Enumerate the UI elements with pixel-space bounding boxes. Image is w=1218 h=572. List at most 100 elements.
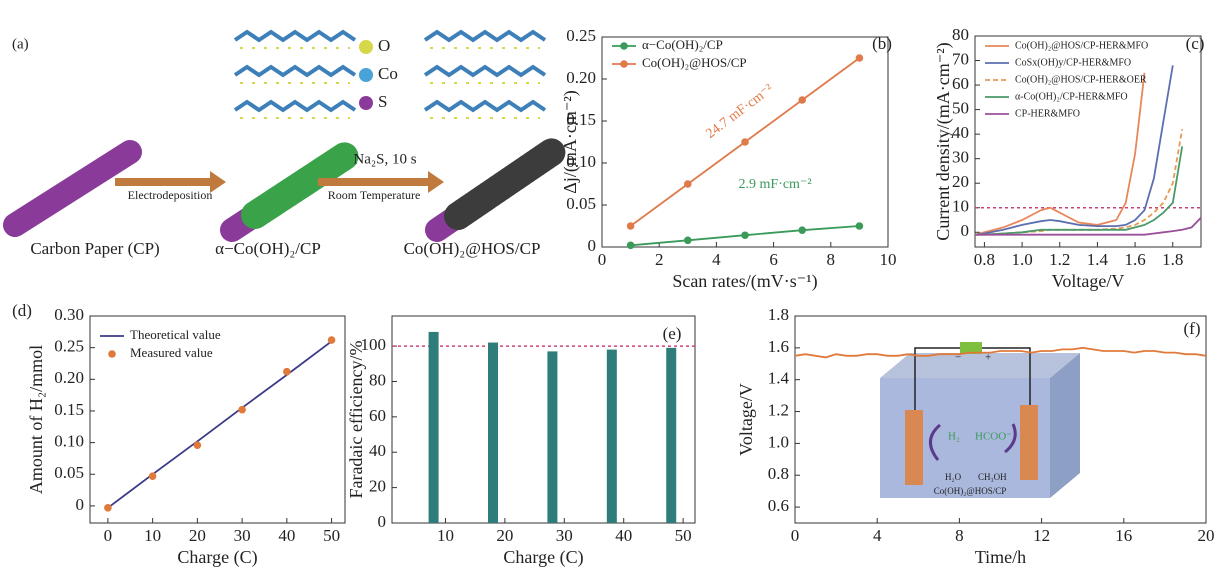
y-tick-label: 50 xyxy=(952,99,969,118)
x-tick-label: 10 xyxy=(880,250,897,269)
x-axis-label: Time/h xyxy=(975,547,1026,567)
crystal-layer xyxy=(425,67,545,75)
y-axis-label: Δj/(mA·cm⁻²) xyxy=(560,90,581,193)
atom-swatch xyxy=(359,40,373,54)
y-tick-label: 60 xyxy=(369,406,386,425)
x-tick-label: 12 xyxy=(1033,526,1050,545)
schematic: (a) OCoS Electrodeposition Na₂S, 10 s Ro… xyxy=(12,32,552,258)
data-point xyxy=(627,222,635,230)
species: CH₃OH xyxy=(978,472,1007,482)
series-line xyxy=(975,129,1182,235)
sulfide-rod xyxy=(458,152,552,216)
y-tick-label: 80 xyxy=(369,370,386,389)
electrode-label: Co(OH)₂@HOS/CP xyxy=(934,486,1006,496)
legend-label: CP-HER&MFO xyxy=(1015,108,1080,119)
atom-swatch xyxy=(359,68,373,82)
legend-label: Theoretical value xyxy=(130,327,221,342)
step-label: Na₂S, 10 s xyxy=(353,151,416,167)
panel-label: (b) xyxy=(872,34,892,53)
x-tick-label: 20 xyxy=(1198,526,1215,545)
x-tick-label: 20 xyxy=(189,526,206,545)
legend-label: α−Co(OH)₂/CP xyxy=(642,37,723,52)
data-point xyxy=(328,336,336,344)
x-tick-label: 16 xyxy=(1115,526,1132,545)
y-tick-label: 20 xyxy=(952,172,969,191)
legend-label: Co(OH)₂@HOS/CP-HER&OER xyxy=(1015,74,1147,85)
crystal-layer xyxy=(235,32,355,40)
y-tick-label: 0.6 xyxy=(768,496,789,515)
legend-label: CoSx(OH)y/CP-HER&MFO xyxy=(1015,57,1131,68)
y-tick-label: 1.2 xyxy=(768,400,789,419)
bar xyxy=(488,343,498,523)
crystal-layer xyxy=(235,102,355,110)
data-point xyxy=(684,180,692,188)
x-tick-label: 8 xyxy=(955,526,964,545)
legend-marker xyxy=(108,350,116,358)
step-label: Electrodeposition xyxy=(128,188,213,202)
x-tick-label: 4 xyxy=(873,526,882,545)
data-point xyxy=(684,236,692,244)
stage-label: α−Co(OH)₂/CP xyxy=(215,239,321,258)
y-tick-label: 0.25 xyxy=(566,26,596,45)
x-tick-label: 0 xyxy=(598,250,607,269)
y-tick-label: 1.0 xyxy=(768,432,789,451)
y-tick-label: 0.25 xyxy=(54,337,84,356)
y-tick-label: 1.6 xyxy=(768,337,789,356)
data-point xyxy=(627,242,635,250)
x-tick-label: 50 xyxy=(675,526,692,545)
legend-label: α-Co(OH)₂/CP-HER&MFO xyxy=(1015,91,1128,102)
stage-label: Co(OH)₂@HOS/CP xyxy=(404,239,541,258)
annotation: 24.7 mF·cm⁻² xyxy=(703,82,776,142)
legend-marker xyxy=(620,60,628,68)
electrode xyxy=(905,410,923,485)
y-tick-label: 0 xyxy=(961,221,970,240)
x-tick-label: 40 xyxy=(615,526,632,545)
data-point xyxy=(798,226,806,234)
cell-top xyxy=(880,353,1080,378)
bar xyxy=(429,332,439,523)
data-point xyxy=(104,504,112,512)
legend-label: Co(OH)₂@HOS/CP-HER&MFO xyxy=(1015,40,1148,51)
y-tick-label: 0.8 xyxy=(768,464,789,483)
x-axis-label: Voltage/V xyxy=(1052,271,1125,291)
y-axis-label: Faradaic efficiency/% xyxy=(346,340,366,498)
cell-side xyxy=(1050,353,1080,498)
y-tick-label: 0 xyxy=(588,236,597,255)
crystal-layer xyxy=(425,32,545,40)
crystal-layer xyxy=(235,67,355,75)
bar xyxy=(547,351,557,523)
atom-label: Co xyxy=(378,64,398,83)
inset: − + H₂ HCOO⁻ H₂O CH₃OH Co(OH)₂@HOS/CP xyxy=(880,342,1080,498)
y-tick-label: 1.8 xyxy=(768,305,789,324)
x-tick-label: 1.2 xyxy=(1049,250,1070,269)
x-tick-label: 6 xyxy=(769,250,778,269)
x-tick-label: 10 xyxy=(144,526,161,545)
data-point xyxy=(856,222,864,230)
x-tick-label: 1.0 xyxy=(1011,250,1032,269)
y-tick-label: 40 xyxy=(952,123,969,142)
data-point xyxy=(798,96,806,104)
data-point xyxy=(856,54,864,62)
y-tick-label: 1.4 xyxy=(768,369,790,388)
x-tick-label: 1.4 xyxy=(1087,250,1109,269)
legend-marker xyxy=(620,42,628,50)
y-tick-label: 0.15 xyxy=(54,400,84,419)
series-line xyxy=(108,341,332,508)
panel-label: (c) xyxy=(1186,34,1205,53)
y-tick-label: 0.30 xyxy=(54,305,84,324)
data-point xyxy=(238,406,246,414)
electrode xyxy=(1020,405,1038,480)
y-tick-label: 30 xyxy=(952,148,969,167)
annotation: 2.9 mF·cm⁻² xyxy=(738,177,811,192)
y-tick-label: 0 xyxy=(378,512,387,531)
x-tick-label: 1.8 xyxy=(1162,250,1183,269)
bar xyxy=(666,348,676,523)
x-tick-label: 0 xyxy=(104,526,113,545)
y-axis-label: Current density/(mA·cm⁻²) xyxy=(933,42,954,240)
x-tick-label: 50 xyxy=(323,526,340,545)
y-tick-label: 70 xyxy=(952,49,969,68)
legend-label: Measured value xyxy=(130,345,213,360)
carbon-rod xyxy=(15,152,130,225)
species: H₂O xyxy=(945,472,962,482)
